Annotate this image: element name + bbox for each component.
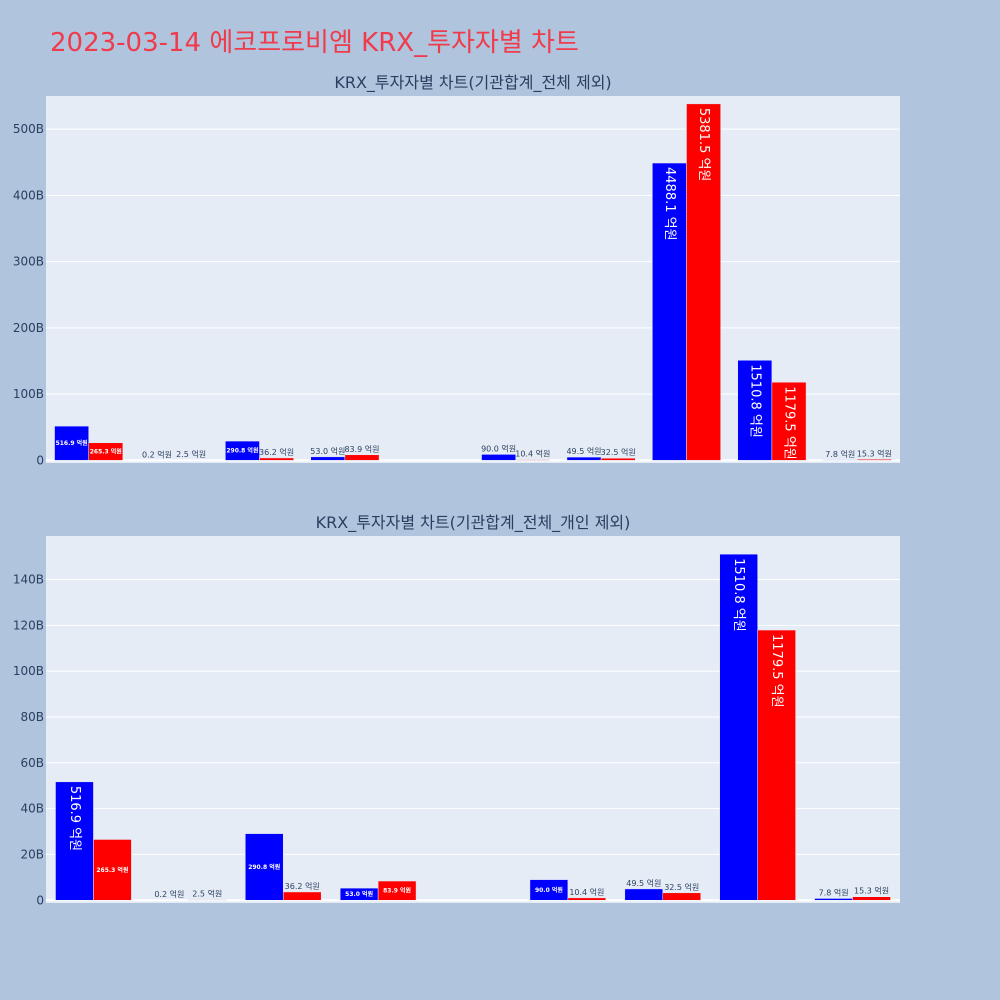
chart-bottom: KRX_투자자별 차트(기관합계_전체_개인 제외) 0 20B 40B 60B 80B 1… [13,513,900,907]
bar [515,459,551,461]
data-label: 36.2 억원 [259,447,294,457]
y-tick-label: 60B [20,756,44,770]
bar [481,454,516,461]
y-tick-label: 500B [13,122,44,136]
y-tick-label: 0 [36,893,44,907]
bar [377,880,417,901]
bar [686,103,721,461]
data-label: 83.9 억원 [344,444,379,454]
bar [225,440,260,461]
y-tick-label: 300B [13,255,44,269]
data-label: 0.2 억원 [142,449,172,459]
data-label: 90.0 억원 [535,886,563,894]
data-label: 7.8 억원 [825,449,855,459]
chart-title: KRX_투자자별 차트(기관합계_전체_개인 제외) [316,513,631,533]
data-label: 32.5 억원 [664,882,699,892]
data-label: 290.8 억원 [248,863,280,871]
bar [344,454,380,461]
bar [852,896,891,901]
y-tick-label: 400B [13,188,44,202]
bar [188,899,227,901]
bar [822,459,858,461]
bar [814,898,853,901]
bar [88,442,124,461]
bar [624,888,664,901]
data-label: 15.3 억원 [857,448,892,458]
data-label: 32.5 억원 [601,447,636,457]
data-label: 4488.1 억원 [662,167,677,241]
bar [93,839,132,901]
bar [662,892,701,901]
y-tick-label: 80B [20,710,44,724]
page-title: 2023-03-14 에코프로비엠 KRX_투자자별 차트 [50,28,579,58]
data-label: 1179.5 억원 [781,386,796,460]
bar [529,879,569,901]
data-label: 265.3 억원 [96,866,128,874]
data-label: 53.0 억원 [310,446,345,456]
bar [282,891,322,901]
bar [310,456,346,461]
data-label: 265.3 억원 [90,448,122,456]
data-label: 2.5 억원 [176,449,206,459]
data-label: 15.3 억원 [854,886,889,896]
bar [857,459,892,461]
data-label: 36.2 억원 [285,881,320,891]
y-tick-label: 100B [13,387,44,401]
bar [567,897,607,901]
bar [771,381,807,461]
bar [600,457,636,461]
data-label: 0.2 억원 [154,889,184,899]
data-label: 2.5 억원 [192,889,222,899]
chart-top: KRX_투자자별 차트(기관합계_전체 제외) 0 100B 200B 300B 400B… [13,73,900,467]
data-label: 53.0 억원 [345,890,373,898]
data-label: 5381.5 억원 [696,108,711,182]
chart-title: KRX_투자자별 차트(기관합계_전체 제외) [334,73,611,93]
data-label: 10.4 억원 [515,449,550,459]
data-label: 49.5 억원 [566,446,601,456]
data-label: 516.9 억원 [56,439,88,447]
bar [259,457,294,461]
data-label: 1510.8 억원 [747,364,762,438]
bar [566,456,602,461]
data-label: 49.5 억원 [626,878,661,888]
data-label: 83.9 억원 [383,887,411,895]
data-label: 1510.8 억원 [731,558,746,632]
y-tick-label: 20B [20,847,44,861]
data-label: 10.4 억원 [569,887,604,897]
bar [719,553,758,901]
data-label: 516.9 억원 [67,786,82,851]
bar [245,833,284,901]
y-tick-label: 100B [13,664,44,678]
y-tick-label: 40B [20,802,44,816]
y-tick-label: 120B [13,618,44,632]
y-tick-label: 140B [13,573,44,587]
bar [757,629,796,901]
data-label: 1179.5 억원 [769,634,784,708]
data-label: 290.8 억원 [226,447,258,455]
bar [55,781,94,901]
data-label: 90.0 억원 [481,443,516,453]
y-tick-label: 200B [13,321,44,335]
bar [737,360,773,461]
y-tick-label: 0 [36,453,44,467]
data-label: 7.8 억원 [819,887,849,897]
